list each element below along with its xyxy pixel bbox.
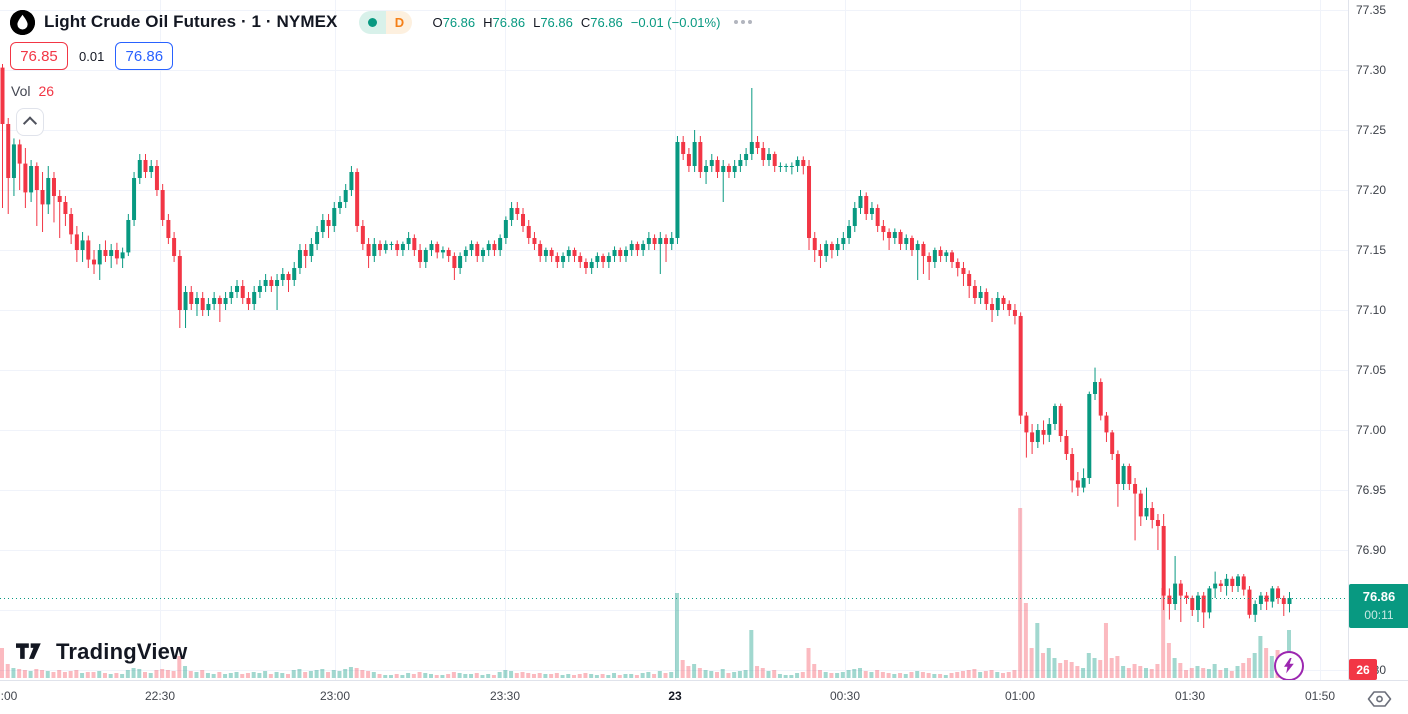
last-price-badge: 76.86 00:11 [1349,584,1408,628]
time-axis[interactable]: :00 22:30 23:00 23:30 23 00:30 01:00 01:30 01:50 [0,680,1408,714]
time-axis-label: :00 [0,689,18,703]
low-value: 76.86 [540,14,573,30]
crude-oil-symbol-icon [10,9,35,35]
buy-button[interactable]: 76.86 [115,42,174,70]
trade-buttons-widget: 76.85 0.01 76.86 [10,42,174,70]
time-axis-label: 23:00 [319,689,351,703]
time-axis-label: 23 [668,689,682,703]
price-axis-label: 76.95 [1356,483,1387,497]
collapse-legend-button[interactable] [16,108,44,136]
time-axis-label: 01:30 [1174,689,1206,703]
close-label: C [580,14,591,30]
price-axis[interactable]: 76.8076.8576.9076.9577.0077.0577.1077.15… [1348,0,1408,680]
price-axis-label: 77.20 [1356,183,1387,197]
volume-label: Vol [11,83,31,99]
time-axis-label: 22:30 [144,689,176,703]
price-axis-label: 77.25 [1356,123,1387,137]
sell-button[interactable]: 76.85 [10,42,68,70]
spread-value: 0.01 [68,45,116,67]
candlestick-chart[interactable] [0,0,1348,680]
market-status-interval-pill[interactable]: D [359,10,413,34]
volume-value: 26 [38,83,55,99]
volume-legend: Vol 26 [11,83,54,99]
open-label: O [432,14,443,30]
price-axis-label: 77.15 [1356,243,1387,257]
price-axis-label: 77.00 [1356,423,1387,437]
open-value: 76.86 [442,14,476,30]
last-price-value: 76.86 [1362,588,1396,604]
time-axis-label: 01:50 [1304,689,1336,703]
timezone-settings-icon[interactable] [1366,688,1393,714]
close-value: 76.86 [590,14,623,30]
low-label: L [533,14,541,30]
price-axis-label: 77.30 [1356,63,1387,77]
interval-badge[interactable]: D [386,10,413,34]
price-axis-label: 77.35 [1356,3,1387,17]
market-open-dot-icon [368,17,378,27]
instant-trading-button[interactable] [1274,651,1304,681]
more-options-icon[interactable] [734,20,753,24]
high-label: H [483,14,493,30]
time-axis-label: 01:00 [1004,689,1036,703]
chevron-up-icon [22,116,38,131]
bar-countdown: 00:11 [1364,607,1394,622]
change-value: −0.01 (−0.01%) [630,14,721,30]
high-value: 76.86 [492,14,526,30]
price-axis-label: 77.10 [1356,303,1387,317]
volume-badge: 26 [1349,659,1377,680]
lightning-icon [1284,658,1294,674]
price-axis-label: 77.05 [1356,363,1387,377]
time-axis-label: 00:30 [829,689,861,703]
price-axis-label: 76.90 [1356,543,1387,557]
market-open-status [359,10,387,34]
ohlc-legend: O 76.86 H 76.86 L 76.86 C 76.86 −0.01 (−0.01… [432,15,720,30]
time-axis-label: 23:30 [489,689,521,703]
symbol-title[interactable]: Light Crude Oil Futures · 1 · NYMEX [44,12,338,31]
